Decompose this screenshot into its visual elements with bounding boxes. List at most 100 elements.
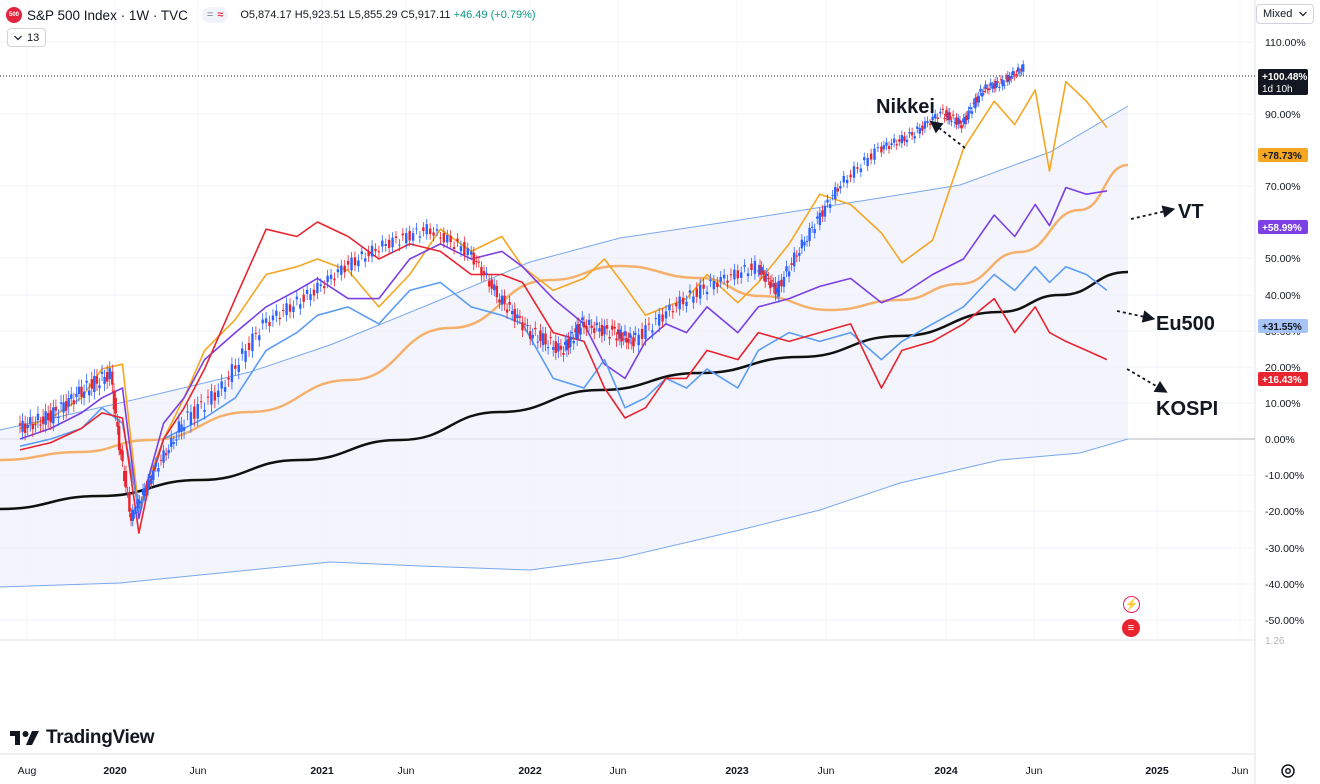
candle-body xyxy=(119,449,123,455)
y-tick-label: 0.00% xyxy=(1265,434,1295,446)
candle-body xyxy=(175,439,178,441)
candle-body xyxy=(466,248,469,256)
ohlc-open: O5,874.17 xyxy=(240,9,292,21)
candle-body xyxy=(688,290,692,293)
candle-body xyxy=(449,235,452,243)
candle-body xyxy=(39,424,42,426)
candle-body xyxy=(763,275,767,282)
candle-body xyxy=(859,168,863,173)
candle-body xyxy=(123,471,126,482)
candle-body xyxy=(1011,71,1015,76)
x-tick-label: 2023 xyxy=(725,765,749,777)
candle-body xyxy=(869,153,873,160)
time-axis[interactable]: Aug 2020 Jun 2021 Jun 2022 Jun 2023 Jun 2024 Jun 20… xyxy=(18,765,1249,777)
candle-body xyxy=(227,377,230,380)
candle-body xyxy=(422,227,425,232)
candle-body xyxy=(425,224,428,235)
candle-body xyxy=(116,421,119,427)
candle-body xyxy=(962,118,965,123)
candle-body xyxy=(627,339,630,343)
scale-mode-button[interactable]: Mixed xyxy=(1256,4,1314,24)
candle-body xyxy=(991,86,994,89)
x-tick-label: Jun xyxy=(398,765,415,777)
candle-body xyxy=(105,372,109,382)
indicators-toggle-button[interactable]: 13 xyxy=(7,28,47,47)
candle-body xyxy=(133,512,136,514)
candle-body xyxy=(785,266,788,272)
symbol-title[interactable]: S&P 500 Index · 1W · TVC xyxy=(27,7,188,23)
candle-body xyxy=(637,334,640,346)
candle-body xyxy=(552,347,555,350)
candle-body xyxy=(757,270,760,272)
candle-body xyxy=(531,334,534,339)
candle-body xyxy=(254,332,258,334)
settings-gear-icon[interactable] xyxy=(1279,762,1297,780)
candle-body xyxy=(969,107,972,109)
candle-body xyxy=(370,245,374,257)
candle-body xyxy=(138,500,141,504)
y-tick-label: 110.00% xyxy=(1265,37,1306,49)
candle-body xyxy=(70,394,73,399)
candle-body xyxy=(570,332,574,334)
candle-body xyxy=(813,229,816,234)
candle-body xyxy=(885,142,888,146)
candle-body xyxy=(1016,67,1020,72)
candle-body xyxy=(769,281,772,289)
candle-body xyxy=(581,317,584,321)
candle-body xyxy=(826,199,829,203)
x-tick-label: Jun xyxy=(190,765,207,777)
candle-body xyxy=(357,260,360,267)
ohlc-change: +46.49 (+0.79%) xyxy=(453,9,536,21)
candle-body xyxy=(405,233,408,244)
candle-body xyxy=(288,304,292,312)
candle-body xyxy=(182,427,186,431)
candle-body xyxy=(62,402,65,413)
tradingview-logo[interactable]: TradingView xyxy=(10,727,155,749)
candle-body xyxy=(114,398,117,414)
scale-mode-label: Mixed xyxy=(1263,8,1293,20)
candle-body xyxy=(268,321,271,327)
candle-body xyxy=(600,324,604,336)
candle-body xyxy=(312,289,316,296)
candle-body xyxy=(93,376,96,393)
candle-body xyxy=(926,120,929,123)
candle-body xyxy=(343,265,346,273)
candle-body xyxy=(972,102,975,104)
candle-body xyxy=(750,263,753,271)
visibility-pill[interactable]: = ≈ xyxy=(201,7,229,23)
candle-body xyxy=(21,420,24,432)
candle-body xyxy=(1006,74,1010,82)
tradingview-logo-text: TradingView xyxy=(46,727,155,748)
us-flag-event-icon[interactable]: ≡ xyxy=(1122,619,1140,637)
candle-body xyxy=(41,416,45,424)
candle-body xyxy=(333,278,336,281)
candle-body xyxy=(890,143,893,145)
candle-body xyxy=(157,468,160,472)
candle-body xyxy=(598,328,601,332)
candle-body xyxy=(111,371,114,385)
candle-body xyxy=(849,174,852,178)
candle-body xyxy=(620,332,623,342)
candle-body xyxy=(590,325,593,328)
annotation-arrow xyxy=(929,120,966,149)
flash-event-icon[interactable]: ⚡ xyxy=(1123,596,1140,613)
candle-body xyxy=(59,402,63,404)
indicators-count: 13 xyxy=(27,31,40,44)
candle-body xyxy=(792,252,796,267)
candle-body xyxy=(856,167,859,169)
candle-body xyxy=(951,114,955,116)
candle-body xyxy=(442,233,446,243)
price-axis[interactable]: 110.00%90.00%70.00%50.00%40.00%30.00%20.… xyxy=(1258,37,1308,647)
candle-body xyxy=(989,82,992,86)
candle-body xyxy=(957,118,960,125)
candle-body xyxy=(880,146,883,153)
candle-body xyxy=(401,233,405,236)
candle-body xyxy=(678,296,681,310)
candle-body xyxy=(958,120,962,124)
candle-body xyxy=(100,371,104,374)
candle-body xyxy=(933,113,937,119)
candle-body xyxy=(913,136,916,139)
candle-body xyxy=(1015,73,1018,75)
candle-body xyxy=(482,271,486,276)
